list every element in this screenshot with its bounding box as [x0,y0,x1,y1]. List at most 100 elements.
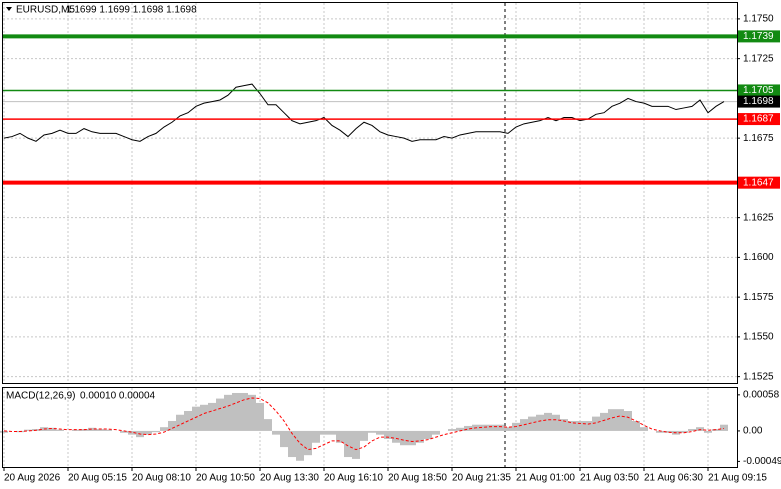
histogram-bar [432,430,440,435]
histogram-bar [376,430,384,435]
x-tick-label: 20 Aug 08:10 [132,473,191,484]
chart-title: EURUSD,M5 [16,5,75,16]
histogram-bar [24,429,32,431]
histogram-bar [488,424,496,431]
histogram-bar [528,416,536,431]
price-level-tag [738,84,780,97]
histogram-bar [240,392,248,431]
price-level-label: 1.1739 [743,31,774,42]
histogram-bar [360,430,368,441]
histogram-bar [176,414,184,431]
histogram-bar [464,425,472,431]
histogram-bar [392,430,400,443]
y-tick-label: 1.1625 [743,212,774,223]
x-tick-label: 21 Aug 01:00 [516,473,575,484]
histogram-bar [152,430,160,433]
macd-title: MACD(12,26,9) [6,391,75,402]
histogram-bar [304,430,312,456]
last-price-tag [738,95,780,108]
histogram-bar [232,392,240,431]
histogram-bar [328,430,336,435]
grid-layer [3,3,737,467]
histogram-bar [336,430,344,443]
histogram-bar [456,427,464,431]
histogram-bar [584,420,592,431]
histogram-bar [640,427,648,431]
histogram-bar [592,416,600,431]
macd-subtitle: 0.00010 0.00004 [80,391,156,402]
histogram-bar [208,402,216,431]
histogram-bar [680,430,688,433]
histogram-bar [400,430,408,446]
price-level-label: 1.1687 [743,114,774,125]
histogram-bar [224,394,232,431]
histogram-bar [248,394,256,431]
main-panel-border [2,2,738,384]
histogram-bar [480,424,488,431]
y-tick-label: 1.1600 [743,252,774,263]
y-tick-label: 1.1550 [743,332,774,343]
x-tick-label: 20 Aug 13:30 [260,473,319,484]
histogram-bar [288,430,296,458]
y-tick-label: 1.1575 [743,292,774,303]
histogram-bar [368,430,376,433]
histogram-bar [96,429,104,431]
x-tick-label: 20 Aug 05:15 [68,473,127,484]
symbol-menu-arrow[interactable] [6,7,12,11]
histogram-bar [384,430,392,440]
histogram-bar [168,420,176,431]
histogram-bar [160,427,168,431]
histogram-bar [264,419,272,431]
histogram-bar [632,420,640,431]
histogram-bar [656,430,664,433]
histogram-bar [544,412,552,431]
histogram-bar [424,430,432,440]
x-tick-label: 20 Aug 18:50 [388,473,447,484]
y-tick-label: 1.1725 [743,53,774,64]
histogram-bar [448,429,456,431]
histogram-bar [568,420,576,431]
y-tick-label: 1.1675 [743,133,774,144]
histogram-bar [688,429,696,431]
histogram-bar [616,409,624,431]
histogram-bar [296,430,304,461]
histogram-bar [280,430,288,448]
histogram-bar [216,398,224,431]
labels-layer: 1.1750 1.1725 1.1675 1.1625 1.1600 1.1575 1.15… [3,14,781,484]
histogram-bar [416,430,424,443]
y-tick-label: 0.00 [743,426,763,437]
histogram-bar [320,430,328,435]
x-tick-label: 20 Aug 10:50 [196,473,255,484]
histogram-bar [552,414,560,431]
chart-subtitle: 1.1699 1.1699 1.1698 1.1698 [66,5,197,16]
marks-layer [0,34,737,461]
price-line [3,83,725,142]
histogram-bar [272,430,280,435]
histogram-bar [128,430,136,435]
histogram-bar [144,430,152,435]
histogram-bar [72,429,80,431]
histogram-bar [624,411,632,431]
histogram-bar [0,430,8,433]
histogram-bar [408,430,416,446]
histogram-bar [48,427,56,431]
histogram-bar [664,430,672,433]
histogram-bar [496,424,504,431]
y-tick-label: -0.00049 [743,456,781,467]
histogram-bar [344,430,352,458]
x-tick-label: 20 Aug 16:10 [324,473,383,484]
histogram-bar [256,402,264,431]
x-tick-label: 20 Aug 2026 [4,473,61,484]
x-tick-label: 20 Aug 21:35 [452,473,511,484]
histogram-bar [56,429,64,431]
price-level-label: 1.1647 [743,177,774,188]
histogram-bar [504,427,512,431]
histogram-bar [560,419,568,431]
price-level-tag [738,113,780,126]
histogram-bar [88,427,96,431]
histogram-bar [536,414,544,431]
y-tick-label: 1.1525 [743,371,774,382]
histogram-bar [720,424,728,431]
